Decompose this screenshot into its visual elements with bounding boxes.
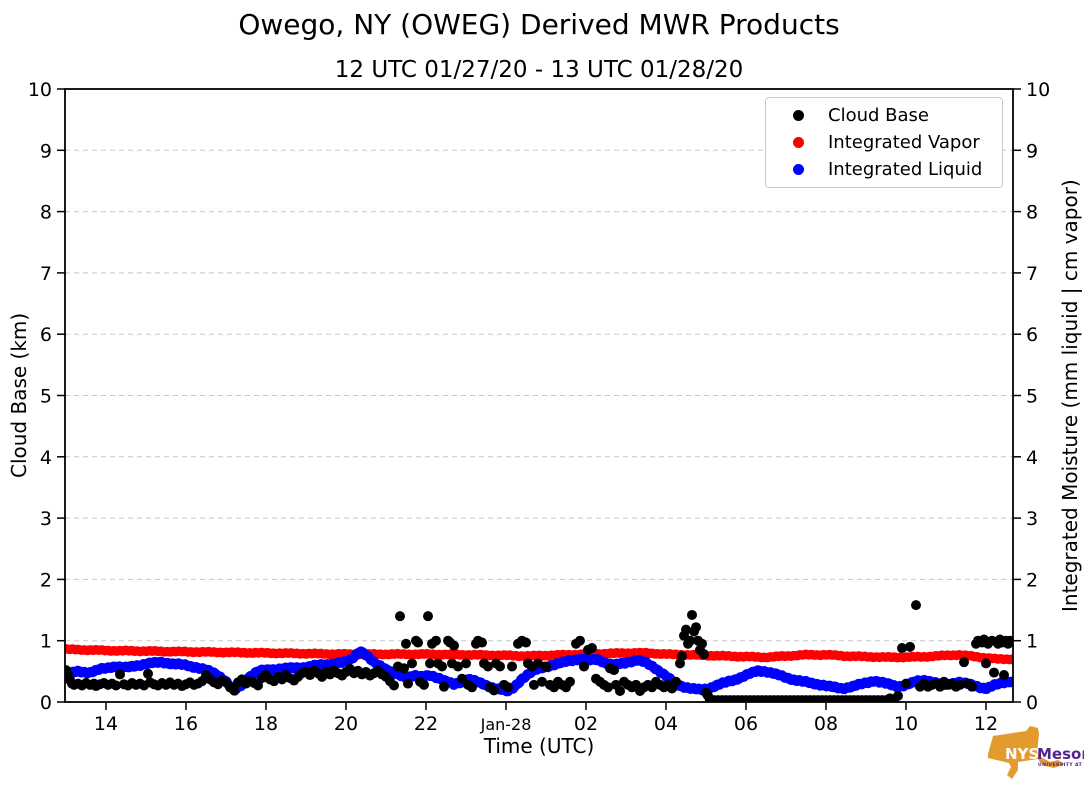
svg-text:2: 2 <box>40 569 52 591</box>
svg-text:5: 5 <box>1026 386 1038 408</box>
svg-text:0: 0 <box>1026 692 1038 714</box>
svg-text:08: 08 <box>814 713 838 735</box>
series-integrated-vapor <box>65 644 1013 665</box>
svg-text:3: 3 <box>1026 508 1038 530</box>
legend: Cloud Base Integrated Vapor Integrated L… <box>765 97 1003 188</box>
svg-text:18: 18 <box>254 713 278 735</box>
svg-text:8: 8 <box>40 202 52 224</box>
cloud-base-marker-icon <box>793 110 804 121</box>
svg-text:1: 1 <box>40 631 52 653</box>
grid-lines <box>65 149 1013 642</box>
svg-text:12: 12 <box>974 713 998 735</box>
svg-text:02: 02 <box>574 713 598 735</box>
legend-label: Cloud Base <box>828 105 929 126</box>
svg-text:4: 4 <box>40 447 52 469</box>
svg-text:0: 0 <box>40 692 52 714</box>
svg-text:04: 04 <box>654 713 678 735</box>
svg-text:16: 16 <box>174 713 198 735</box>
svg-text:6: 6 <box>1026 324 1038 346</box>
svg-text:5: 5 <box>40 386 52 408</box>
svg-text:7: 7 <box>1026 263 1038 285</box>
svg-text:10: 10 <box>1026 79 1050 101</box>
legend-item-integrated-liquid: Integrated Liquid <box>766 156 1002 183</box>
svg-text:3: 3 <box>40 508 52 530</box>
svg-text:22: 22 <box>414 713 438 735</box>
nys-mesonet-logo: NYS Mesonet UNIVERSITY AT ALBANY <box>980 724 1089 786</box>
tick-marks <box>57 88 1021 710</box>
integrated-vapor-marker-icon <box>793 137 804 148</box>
svg-text:10: 10 <box>894 713 918 735</box>
legend-item-cloud-base: Cloud Base <box>766 102 1002 129</box>
x-axis-label: Time (UTC) <box>483 734 595 758</box>
chart-title: Owego, NY (OWEG) Derived MWR Products <box>238 8 840 41</box>
logo-mesonet-text: Mesonet <box>1037 745 1084 763</box>
svg-text:10: 10 <box>28 79 52 101</box>
svg-text:14: 14 <box>94 713 118 735</box>
new-york-state-icon <box>988 726 1065 779</box>
svg-text:7: 7 <box>40 263 52 285</box>
integrated-liquid-marker-icon <box>793 164 804 175</box>
svg-text:2: 2 <box>1026 569 1038 591</box>
svg-text:Jan-28: Jan-28 <box>480 715 532 734</box>
logo-tagline-text: UNIVERSITY AT ALBANY <box>1038 762 1084 768</box>
svg-text:06: 06 <box>734 713 758 735</box>
svg-text:9: 9 <box>1026 140 1038 162</box>
svg-text:8: 8 <box>1026 202 1038 224</box>
svg-text:9: 9 <box>40 140 52 162</box>
svg-text:20: 20 <box>334 713 358 735</box>
svg-text:6: 6 <box>40 324 52 346</box>
chart-subtitle: 12 UTC 01/27/20 - 13 UTC 01/28/20 <box>334 57 744 83</box>
legend-item-integrated-vapor: Integrated Vapor <box>766 129 1002 156</box>
series-cloud-base <box>65 600 1013 702</box>
svg-text:1: 1 <box>1026 631 1038 653</box>
legend-label: Integrated Liquid <box>828 159 983 180</box>
logo-nys-text: NYS <box>1005 745 1039 763</box>
legend-label: Integrated Vapor <box>828 132 980 153</box>
svg-text:4: 4 <box>1026 447 1038 469</box>
